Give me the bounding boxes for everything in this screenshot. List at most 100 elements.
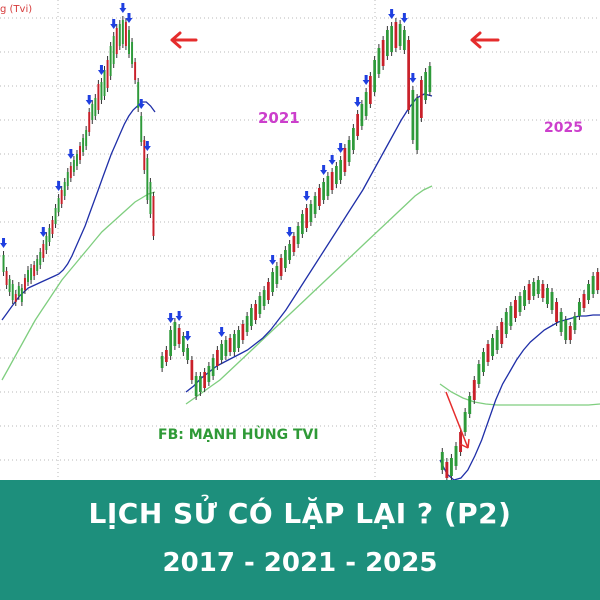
candle: [322, 182, 325, 200]
candle: [390, 26, 393, 52]
price-panel-2: [439, 268, 600, 480]
pointer-arrow-icon: [470, 31, 500, 49]
candle: [279, 258, 283, 276]
candle: [472, 380, 476, 400]
candle: [11, 284, 14, 300]
marker-arrow-icon: [337, 143, 345, 153]
price-panel-0: [0, 3, 156, 381]
candle: [500, 322, 504, 344]
candle: [20, 288, 23, 302]
candle: [94, 98, 97, 116]
candle: [541, 284, 545, 298]
candle: [407, 40, 410, 110]
ma-long-line: [1, 191, 156, 381]
candle: [220, 344, 223, 360]
marker-arrow-icon: [286, 227, 294, 237]
candle: [115, 28, 118, 54]
candle: [555, 302, 559, 322]
marker-arrow-icon: [388, 9, 396, 19]
candle: [523, 290, 527, 306]
candle: [17, 286, 20, 296]
candle: [305, 208, 308, 228]
candle: [128, 30, 130, 54]
candle: [271, 272, 274, 292]
candle: [14, 294, 17, 302]
candle: [152, 196, 155, 236]
candle: [309, 204, 313, 222]
candle: [72, 160, 75, 172]
pointer-arrow-icon: [445, 391, 470, 449]
marker-arrow-icon: [362, 75, 370, 85]
candle: [82, 138, 85, 152]
marker-arrow-icon: [320, 165, 328, 175]
candle: [8, 279, 11, 292]
candle: [207, 366, 211, 382]
candle: [69, 166, 72, 178]
ma-short-line: [1, 101, 156, 321]
candle: [373, 60, 376, 92]
candle: [250, 308, 253, 326]
candle: [364, 92, 368, 116]
candle: [30, 268, 33, 280]
marker-arrow-icon: [400, 13, 408, 23]
candle: [386, 30, 389, 56]
candle: [509, 306, 513, 326]
candle: [36, 259, 39, 271]
candle: [88, 112, 91, 132]
candle: [360, 104, 364, 126]
candle: [486, 344, 490, 362]
marker-arrow-icon: [119, 3, 127, 13]
candle: [550, 292, 554, 310]
candle: [211, 358, 215, 376]
candle: [134, 62, 137, 80]
candle: [284, 250, 287, 268]
candle: [267, 282, 270, 300]
ma-short-line: [185, 93, 433, 393]
candle: [173, 322, 177, 346]
marker-arrow-icon: [303, 191, 311, 201]
marker-arrow-icon: [218, 327, 226, 337]
candle: [377, 48, 381, 74]
candle: [564, 320, 568, 340]
candle: [143, 140, 146, 170]
candle: [118, 24, 121, 46]
pointer-arrow-icon: [170, 31, 198, 49]
marker-arrow-icon: [328, 155, 336, 165]
candle: [513, 300, 517, 318]
candle: [394, 22, 398, 48]
candle: [318, 188, 321, 206]
candle: [45, 236, 48, 250]
candle: [477, 364, 481, 384]
candle: [112, 36, 115, 64]
candle: [398, 24, 402, 46]
candle: [326, 176, 330, 196]
candle: [241, 324, 245, 340]
candle: [233, 334, 236, 352]
candle: [559, 312, 563, 332]
marker-arrow-icon: [39, 227, 47, 237]
candle: [313, 196, 317, 214]
candle: [23, 278, 26, 290]
marker-arrow-icon: [85, 95, 93, 105]
candle: [48, 228, 51, 242]
candle: [85, 130, 88, 146]
candle: [106, 60, 109, 88]
marker-arrow-icon: [137, 99, 145, 109]
candle: [146, 158, 149, 200]
year-label-2021: 2021: [258, 109, 300, 127]
candle: [420, 80, 423, 118]
candle: [330, 172, 334, 190]
marker-arrow-icon: [409, 73, 417, 83]
candle: [491, 338, 495, 356]
candle: [149, 182, 152, 214]
candle: [224, 340, 228, 356]
candle: [495, 330, 499, 350]
candle: [518, 296, 522, 312]
candle: [245, 316, 249, 332]
chart-grid: [0, 0, 600, 480]
watermark-label: FB: MẠNH HÙNG TVI: [158, 427, 319, 443]
candle: [428, 66, 432, 92]
candle: [121, 20, 124, 44]
year-label-2025: 2025: [544, 120, 583, 136]
candle: [468, 396, 472, 414]
